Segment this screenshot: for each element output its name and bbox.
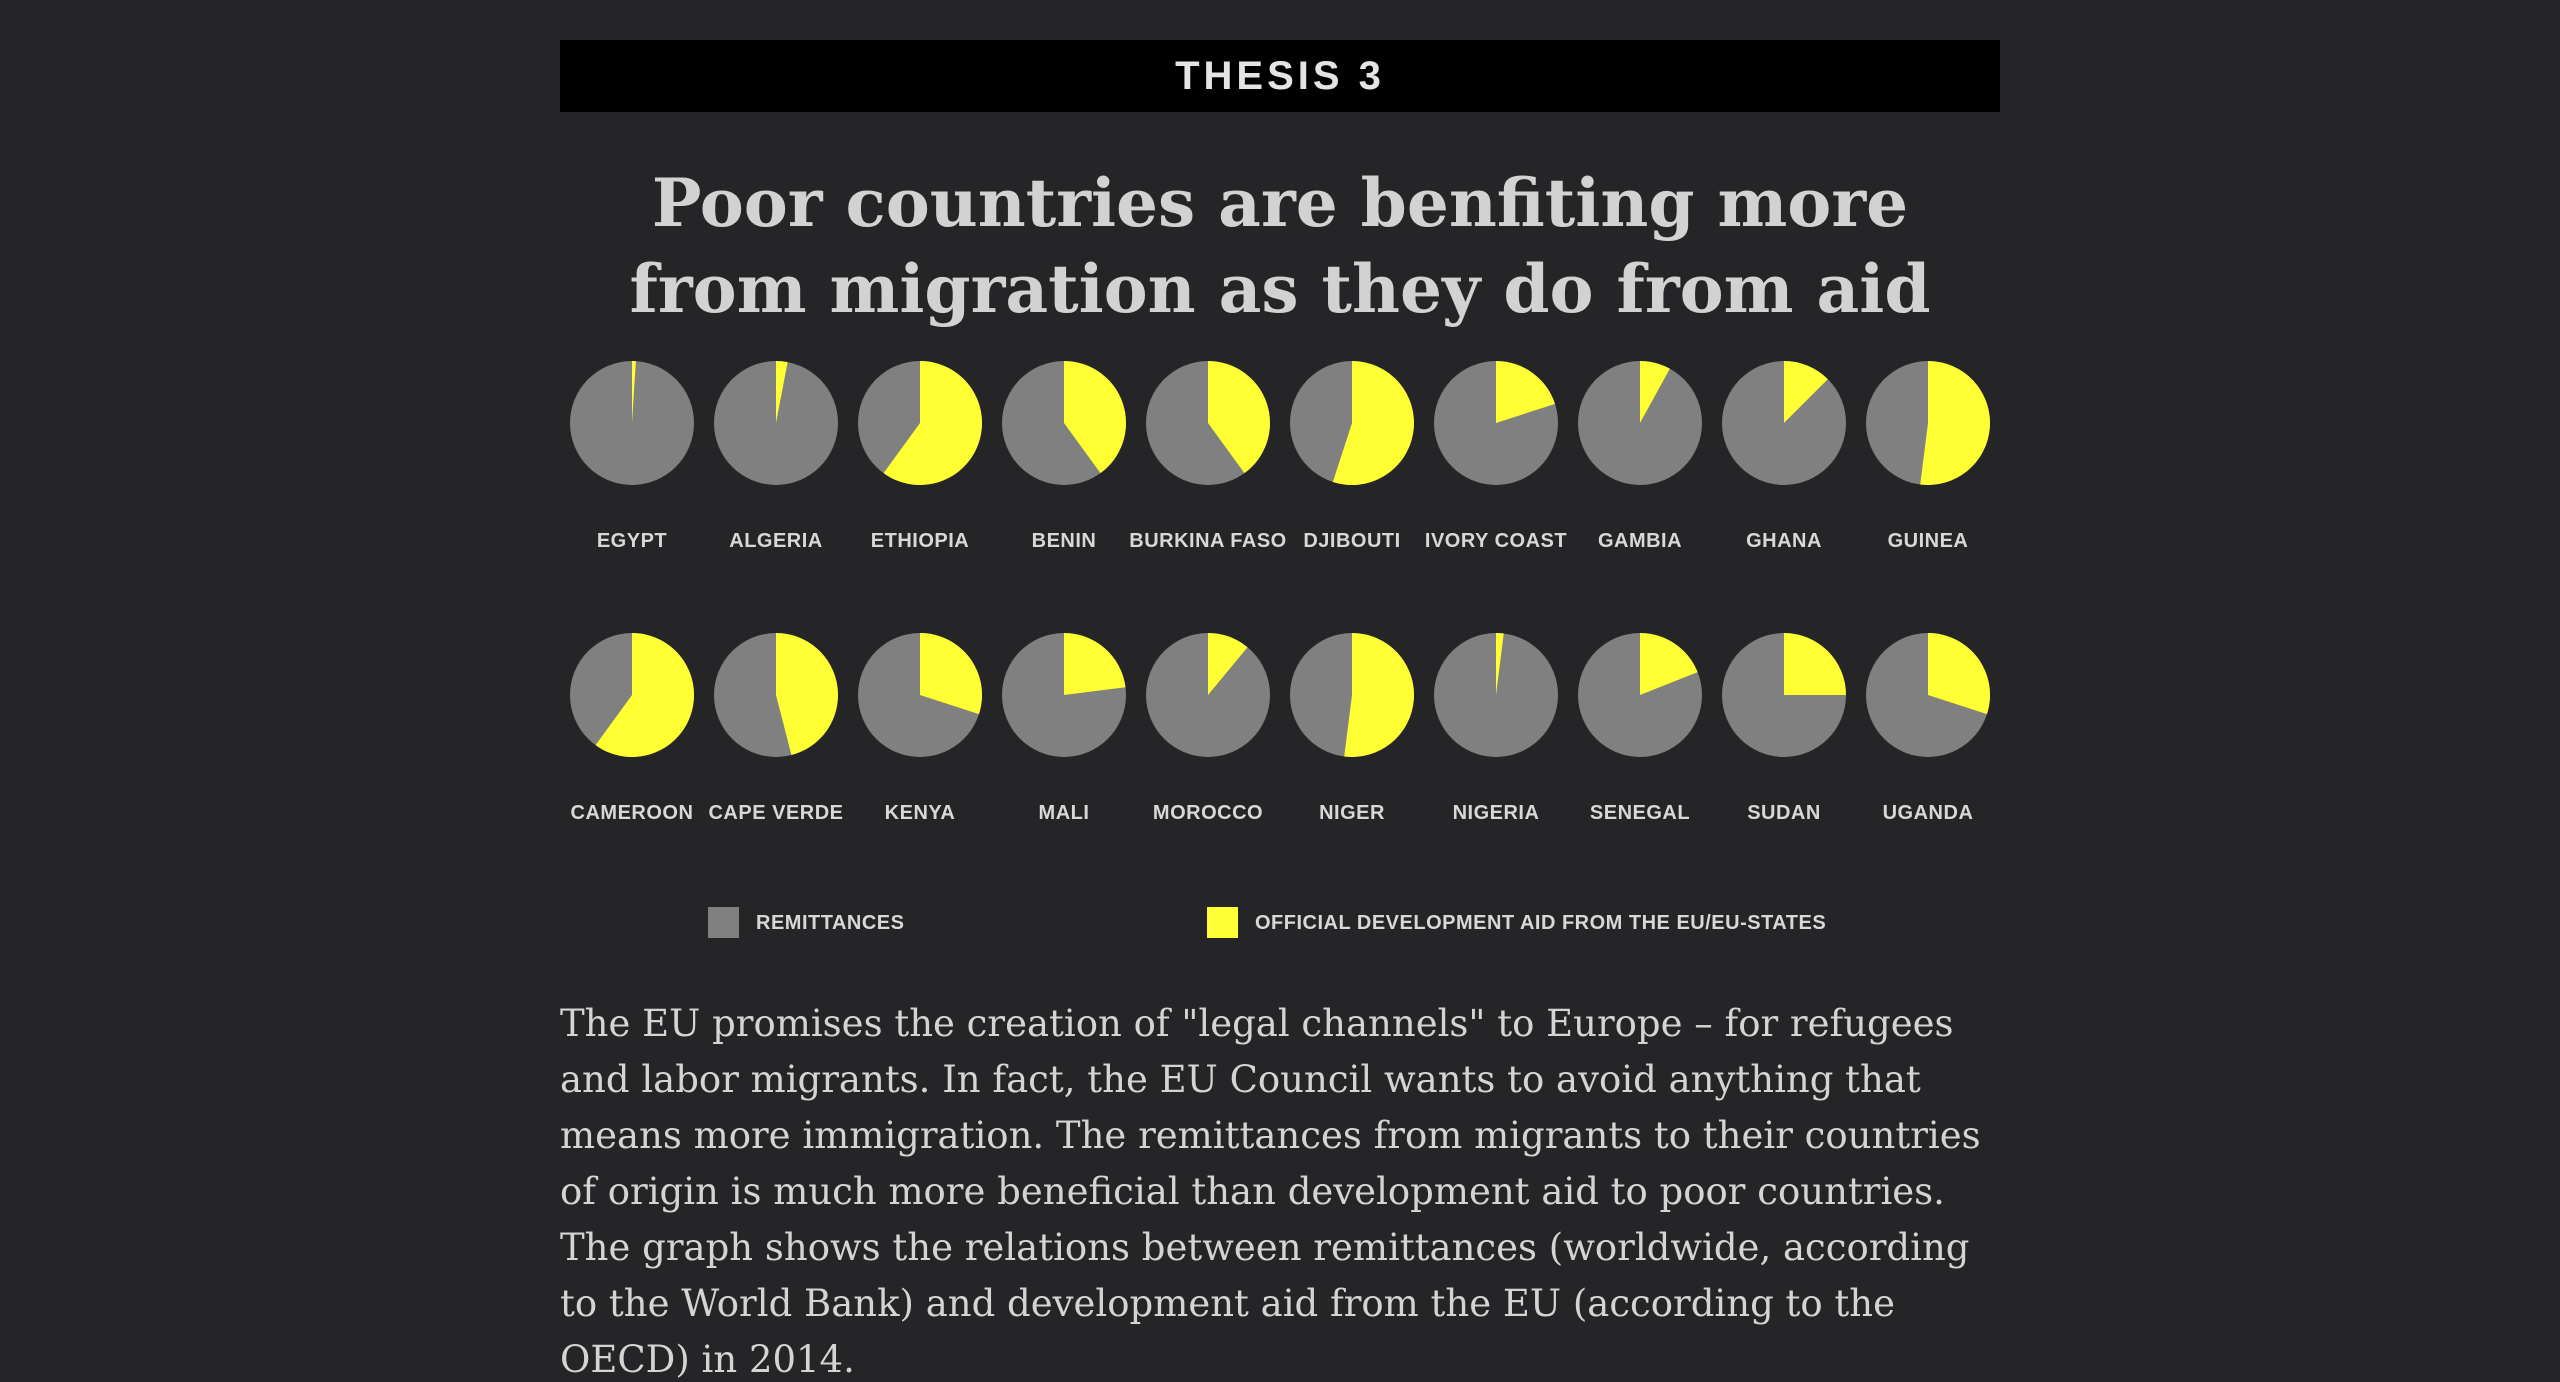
pie-slice-aid: [632, 361, 636, 423]
pie-label-morocco: MOROCCO: [1153, 802, 1263, 824]
pie-slice-aid: [1344, 633, 1415, 757]
pie-label-cameroon: CAMEROON: [571, 802, 694, 824]
pie-label-cape-verde: CAPE VERDE: [708, 802, 843, 824]
pie-slice-aid: [1496, 633, 1504, 695]
pie-label-senegal: SENEGAL: [1590, 802, 1690, 824]
pie-slice-aid: [1208, 361, 1270, 474]
pie-egypt: EGYPT: [570, 361, 694, 552]
pie-label-burkina-faso: BURKINA FASO: [1129, 530, 1286, 552]
pie-gambia: GAMBIA: [1578, 361, 1702, 552]
pie-ghana: GHANA: [1722, 361, 1846, 552]
pie-label-gambia: GAMBIA: [1598, 530, 1682, 552]
pie-label-kenya: KENYA: [885, 802, 956, 824]
pie-label-egypt: EGYPT: [597, 530, 667, 552]
pie-slice-aid: [1928, 633, 1991, 715]
pie-slice-aid: [1920, 361, 1991, 485]
thesis-banner: THESIS 3: [560, 40, 2000, 112]
pie-slice-aid: [1496, 361, 1555, 423]
pie-slice-aid: [1784, 361, 1828, 423]
headline: Poor countries are benfiting more from m…: [629, 164, 1931, 328]
pie-slice-aid: [1064, 361, 1126, 474]
thesis-banner-label: THESIS 3: [1175, 53, 1385, 98]
pie-label-ghana: GHANA: [1746, 530, 1822, 552]
legend-item-aid: OFFICIAL DEVELOPMENT AID FROM THE EU/EU-…: [1207, 907, 1826, 938]
pie-chart-grid: EGYPT ALGERIA ETHIOPIA BENIN BURKINA FASO DJI…: [570, 361, 1991, 938]
pie-label-nigeria: NIGERIA: [1453, 802, 1540, 824]
legend-label-remittances: REMITTANCES: [756, 912, 904, 934]
pie-slice-aid: [1208, 633, 1248, 695]
pie-label-ethiopia: ETHIOPIA: [871, 530, 969, 552]
pie-niger: NIGER: [1290, 633, 1415, 824]
pie-label-algeria: ALGERIA: [729, 530, 823, 552]
pie-label-niger: NIGER: [1319, 802, 1385, 824]
pie-slice-aid: [776, 361, 788, 423]
pie-label-mali: MALI: [1039, 802, 1090, 824]
pie-label-djibouti: DJIBOUTI: [1303, 530, 1400, 552]
pie-label-guinea: GUINEA: [1888, 530, 1969, 552]
pie-slice-aid: [1064, 633, 1126, 695]
pie-djibouti: DJIBOUTI: [1290, 361, 1414, 552]
pie-slice-aid: [1784, 633, 1846, 695]
pie-slice-aid: [883, 361, 983, 485]
pie-slice-aid: [595, 633, 695, 757]
pie-mali: MALI: [1002, 633, 1126, 824]
pie-ivory-coast: IVORY COAST: [1425, 361, 1567, 552]
body-paragraph: The EU promises the creation of "legal c…: [560, 1002, 1981, 1381]
pie-benin: BENIN: [1002, 361, 1126, 552]
pie-algeria: ALGERIA: [714, 361, 838, 552]
pie-label-sudan: SUDAN: [1747, 802, 1821, 824]
pie-ethiopia: ETHIOPIA: [858, 361, 983, 552]
legend-item-remittances: REMITTANCES: [708, 907, 904, 938]
pie-slice-aid: [920, 632, 983, 715]
pie-label-uganda: UGANDA: [1883, 802, 1974, 824]
pie-burkina-faso: BURKINA FASO: [1129, 361, 1286, 552]
legend-label-aid: OFFICIAL DEVELOPMENT AID FROM THE EU/EU-…: [1255, 912, 1826, 934]
pie-slice-aid: [1640, 633, 1698, 695]
pie-slice-aid: [776, 633, 838, 756]
pie-nigeria: NIGERIA: [1434, 633, 1558, 824]
pie-label-benin: BENIN: [1032, 530, 1097, 552]
legend-swatch-remittances: [708, 907, 739, 938]
pie-guinea: GUINEA: [1866, 361, 1991, 552]
pie-senegal: SENEGAL: [1578, 633, 1702, 824]
pie-kenya: KENYA: [858, 632, 983, 824]
legend-swatch-aid: [1207, 907, 1238, 938]
pie-label-ivory-coast: IVORY COAST: [1425, 530, 1567, 552]
pie-morocco: MOROCCO: [1146, 633, 1270, 824]
pie-cameroon: CAMEROON: [570, 633, 695, 824]
pie-sudan: SUDAN: [1722, 633, 1846, 824]
pie-cape-verde: CAPE VERDE: [708, 633, 843, 824]
pie-slice-aid: [1332, 361, 1414, 486]
pie-slice-aid: [1640, 361, 1670, 423]
pie-uganda: UGANDA: [1866, 633, 1991, 824]
